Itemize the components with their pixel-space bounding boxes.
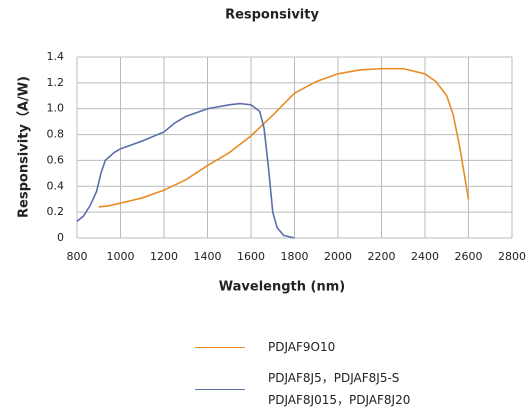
x-tick-label: 2800 <box>498 250 526 263</box>
y-tick-label: 0.4 <box>47 179 65 192</box>
y-tick-label: 0 <box>57 231 64 244</box>
y-tick-label: 0.6 <box>47 153 65 166</box>
chart: Responsivity Wavelength (nm) Responsivit… <box>16 8 527 295</box>
y-tick-label: 1.2 <box>47 76 65 89</box>
x-tick-label: 1200 <box>150 250 178 263</box>
series-line <box>76 102 295 239</box>
x-tick-label: 2400 <box>411 250 439 263</box>
legend-item: PDJAF8J5，PDJAF8J5-S PDJAF8J015，PDJAF8J20 <box>195 367 410 411</box>
x-tick-label: 1400 <box>194 250 222 263</box>
y-tick-label: 0.8 <box>47 128 65 141</box>
chart-title: Responsivity <box>225 8 319 23</box>
y-axis-label: Responsivity（A/W) <box>16 76 32 218</box>
x-tick-label: 2600 <box>455 250 483 263</box>
x-axis-label: Wavelength (nm) <box>219 280 345 295</box>
legend-swatch <box>195 388 245 390</box>
y-tick-label: 0.2 <box>47 205 65 218</box>
x-tick-label: 2200 <box>368 250 396 263</box>
legend-label: PDJAF8J5，PDJAF8J5-S PDJAF8J015，PDJAF8J20 <box>268 371 411 407</box>
series-line <box>98 67 470 208</box>
legend-item: PDJAF9O10 <box>195 336 335 358</box>
x-tick-label: 2000 <box>324 250 352 263</box>
x-tick-label: 800 <box>67 250 88 263</box>
legend-label: PDJAF9O10 <box>268 340 336 354</box>
legend-swatch <box>195 346 245 348</box>
y-tick-label: 1.4 <box>47 50 65 63</box>
x-tick-label: 1600 <box>237 250 265 263</box>
x-tick-label: 1800 <box>281 250 309 263</box>
y-tick-label: 1.0 <box>47 102 65 115</box>
x-tick-label: 1000 <box>107 250 135 263</box>
